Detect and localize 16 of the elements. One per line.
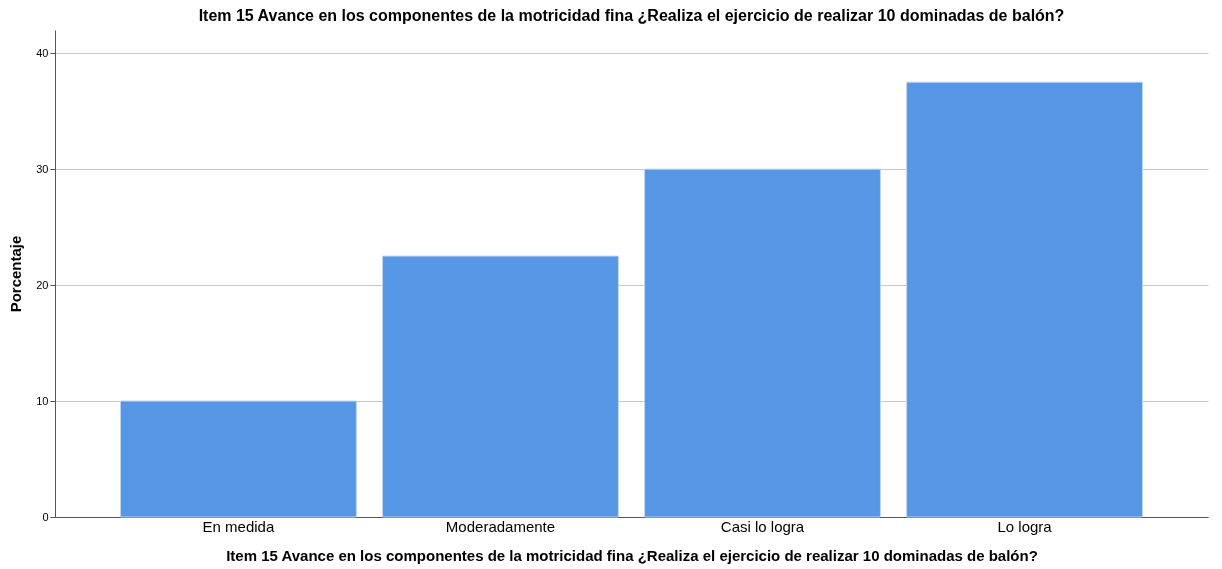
bar bbox=[906, 81, 1143, 518]
bar bbox=[382, 255, 619, 518]
y-tick-label: 20 bbox=[36, 278, 49, 291]
y-tick-label: 30 bbox=[36, 162, 49, 175]
bar bbox=[644, 168, 881, 518]
bar bbox=[120, 400, 357, 518]
y-tick-label: 10 bbox=[36, 394, 49, 407]
y-tick-label: 0 bbox=[42, 510, 49, 523]
chart-title: Item 15 Avance en los componentes de la motricidad fina ¿Realiza el ejercicio de realizar 10 dominadas de balón? bbox=[198, 7, 1065, 24]
y-tick-label: 40 bbox=[36, 46, 49, 59]
x-axis-title: Item 15 Avance en los componentes de la motricidad fina ¿Realiza el ejercicio de realizar 10 dominadas de balón? bbox=[226, 546, 1038, 564]
y-axis-title: Porcentaje bbox=[7, 235, 25, 313]
x-tick-label: En medida bbox=[202, 517, 275, 535]
x-tick-label: Lo logra bbox=[997, 517, 1053, 535]
x-tick-label: Casi lo logra bbox=[720, 517, 805, 535]
x-tick-label: Moderadamente bbox=[445, 517, 556, 535]
